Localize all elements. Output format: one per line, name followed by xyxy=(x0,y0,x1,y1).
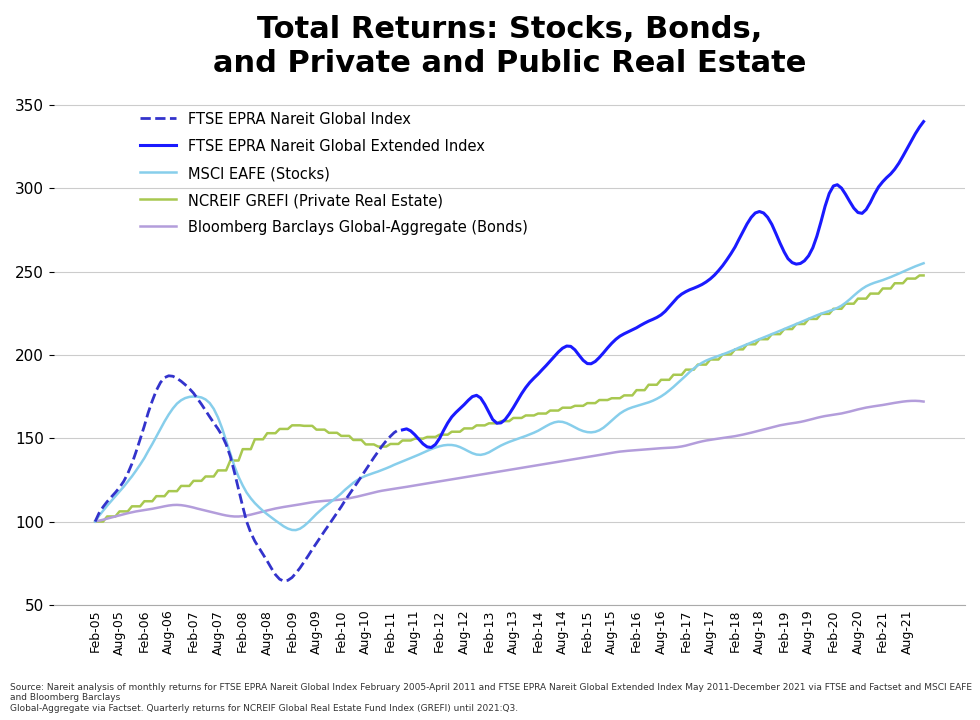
Title: Total Returns: Stocks, Bonds,
and Private and Public Real Estate: Total Returns: Stocks, Bonds, and Privat… xyxy=(213,15,806,78)
Legend: FTSE EPRA Nareit Global Index, FTSE EPRA Nareit Global Extended Index, MSCI EAFE: FTSE EPRA Nareit Global Index, FTSE EPRA… xyxy=(134,106,533,241)
Text: Source: Nareit analysis of monthly returns for FTSE EPRA Nareit Global Index Feb: Source: Nareit analysis of monthly retur… xyxy=(10,683,972,713)
